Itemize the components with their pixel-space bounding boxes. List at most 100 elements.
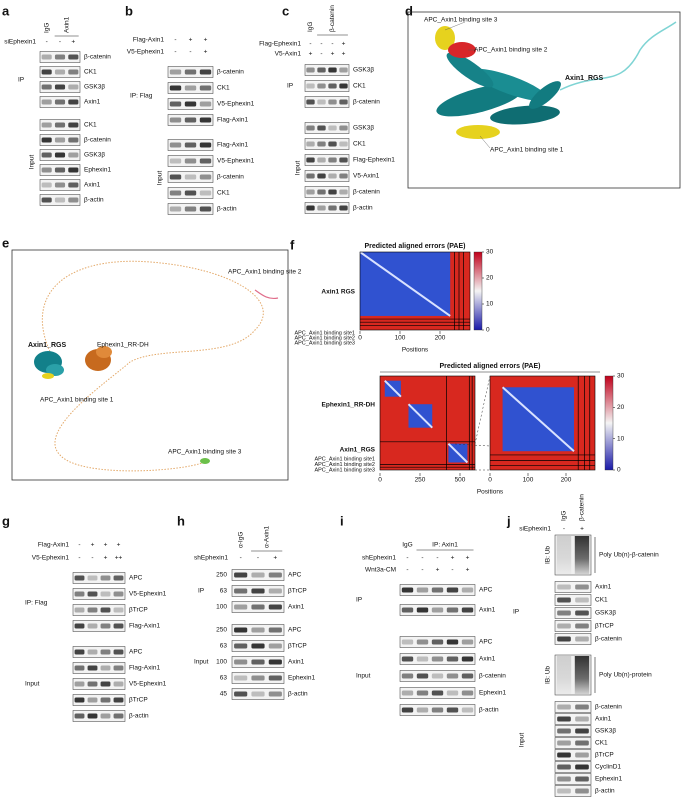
band-label: CK1 [217,85,230,92]
band [54,54,66,60]
blot-strip [72,620,126,632]
panel-letter: a [2,3,10,18]
band [339,173,348,179]
treatment-sign: - [46,39,48,46]
blot-strip [39,179,81,191]
colorbar-label: 20 [617,404,625,411]
band-label: APC [479,639,493,646]
band [199,117,212,123]
band [446,707,459,713]
band [113,575,124,581]
band [234,588,248,594]
treatment-sign: - [174,49,176,56]
band [199,142,212,148]
band-label: β-catenin [595,636,622,643]
structure-label: APC_Axin1 binding site 3 [424,17,498,24]
band [113,713,124,719]
band [557,740,571,746]
band [461,673,474,679]
section-label: Input [25,681,40,688]
blot-strip [72,604,126,616]
band [416,639,429,645]
x-tick-label: 500 [455,477,466,484]
band [68,167,79,173]
lane-header: IgG [43,23,50,33]
section-label: IP [356,597,362,604]
band [268,604,282,610]
band [557,636,571,642]
blot-strip [554,725,592,737]
band [575,728,589,734]
band [416,607,429,613]
band-label: βTrCP [288,588,307,595]
treatment-sign: - [406,555,408,562]
panel-letter: e [2,235,9,250]
lane-header: β-catenin [579,494,586,521]
band [401,607,414,613]
rule [501,386,575,452]
band [87,697,98,703]
band-label: APC [129,649,143,656]
treatment-sign: - [309,41,311,48]
band-label: APC [129,575,143,582]
band [339,83,348,89]
band-label: Axin1 [288,604,305,611]
treatment-sign: + [91,542,95,549]
band [306,83,315,89]
band-label: V5-Ephexin1 [217,158,255,165]
band [169,69,182,75]
treatment-sign: - [436,555,438,562]
band [317,205,326,211]
band-label: GSK3β [84,152,105,159]
band [416,673,429,679]
treatment-label: V5-Ephexin1 [32,555,70,562]
band [113,649,124,655]
band [306,189,315,195]
band [184,142,197,148]
blot-strip [554,594,592,606]
band [54,137,66,143]
band [431,690,444,696]
colorbar-label: 30 [617,373,625,380]
band [328,189,337,195]
band [317,173,326,179]
band [41,167,52,173]
blot-strip [554,737,592,749]
band [328,83,337,89]
section-label: IP [513,609,519,616]
blot-strip [72,662,126,674]
band [461,656,474,662]
x-tick-label: 200 [435,335,446,342]
blot-strip [231,569,285,581]
band [251,604,265,610]
rule [454,443,491,447]
x-tick-label: 0 [488,477,492,484]
blot-strip [231,624,285,636]
treatment-sign: + [331,51,335,58]
band [557,597,571,603]
band [87,681,98,687]
row-label: APC_Axin1 binding site3 [314,467,375,473]
band [54,182,66,188]
rule [384,379,402,398]
blot-strip [167,171,214,183]
band [575,740,589,746]
colorbar-label: 0 [486,327,490,334]
band [68,69,79,75]
band [328,205,337,211]
band [557,584,571,590]
band [54,99,66,105]
blot-strip [72,588,126,600]
panel-letter: b [125,3,133,18]
band [557,704,571,710]
band [557,752,571,758]
panel-letter: h [177,513,185,528]
band [74,623,85,629]
section-label: IP: Flag [25,600,48,607]
band [100,681,111,687]
band [169,101,182,107]
panel-letter: g [2,513,10,528]
panel-letter: j [506,513,511,528]
section-label: Input [29,155,36,170]
band [169,117,182,123]
